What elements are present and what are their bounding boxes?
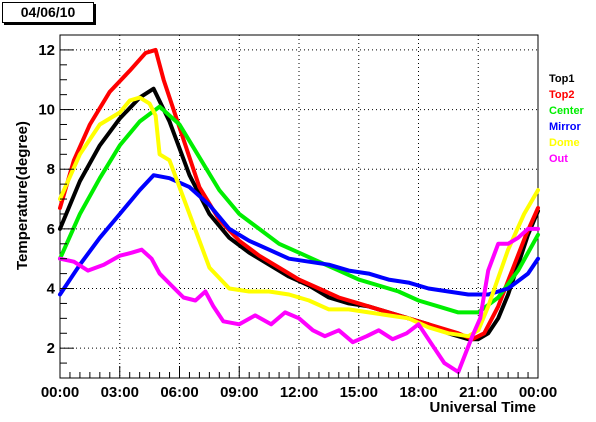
y-tick-label: 4: [47, 281, 56, 298]
x-tick-label: 00:00: [41, 384, 79, 401]
axes: 00:00 03:00 06:00 09:00 12:00 15:00 18:00 21:00…: [38, 34, 557, 401]
y-axis-title: Temperature(degree): [14, 121, 31, 270]
x-tick-label: 03:00: [101, 384, 139, 401]
chart-title: 04/06/10: [2, 2, 94, 23]
x-tick-label: 09:00: [220, 384, 258, 401]
legend-entry-top1: Top1: [549, 73, 574, 85]
legend-entry-top2: Top2: [549, 89, 574, 101]
x-tick-label: 12:00: [280, 384, 318, 401]
series-line-top1: [58, 86, 540, 342]
series-line-center: [58, 104, 540, 315]
series-line-dome: [58, 95, 540, 339]
series-line-top2: [58, 47, 540, 342]
legend: Top1 Top2 Center Mirror Dome Out: [549, 73, 585, 165]
legend-entry-center: Center: [549, 105, 585, 117]
series-line-out: [58, 226, 540, 374]
x-tick-label: 15:00: [340, 384, 378, 401]
x-axis-title: Universal Time: [430, 399, 536, 416]
legend-entry-dome: Dome: [549, 137, 580, 149]
y-tick-label: 8: [47, 161, 55, 178]
x-tick-label: 21:00: [459, 384, 497, 401]
legend-entry-mirror: Mirror: [549, 121, 582, 133]
x-tick-label: 00:00: [519, 384, 557, 401]
plot-area: [59, 34, 539, 379]
y-tick-label: 2: [47, 340, 55, 357]
y-tick-label: 12: [38, 42, 55, 59]
legend-entry-out: Out: [549, 153, 568, 165]
series-line-mirror: [58, 173, 540, 297]
y-tick-label: 10: [38, 102, 55, 119]
x-tick-label: 18:00: [399, 384, 437, 401]
series-layer: [58, 47, 540, 374]
x-tick-label: 06:00: [160, 384, 198, 401]
y-tick-label: 6: [47, 221, 55, 238]
